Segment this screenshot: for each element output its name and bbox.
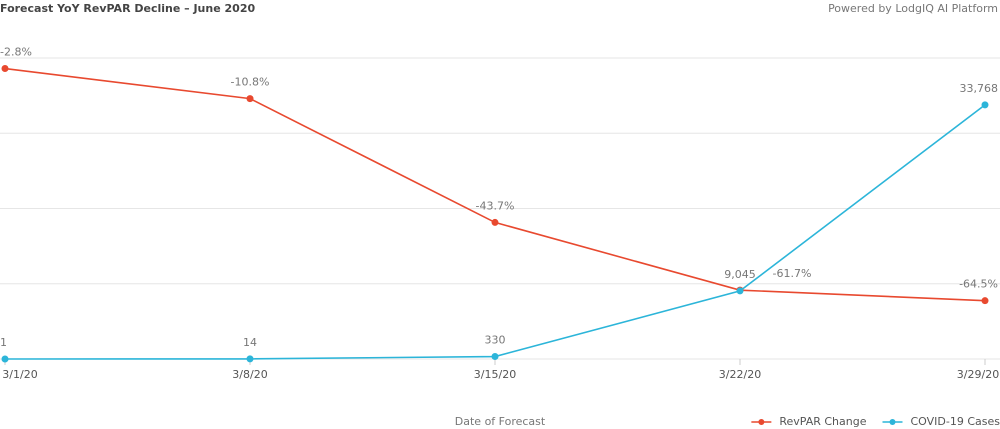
series-line (4, 67, 986, 302)
x-tick-label: 3/1/20 (2, 368, 37, 381)
data-label: -43.7% (476, 199, 515, 212)
data-label: -2.8% (0, 46, 32, 59)
data-point (981, 101, 989, 109)
data-point (1, 65, 9, 73)
data-label: 1 (0, 336, 7, 349)
chart-title: Forecast YoY RevPAR Decline – June 2020 (0, 2, 255, 15)
legend-swatch (758, 419, 765, 425)
data-label: 9,045 (724, 268, 756, 281)
data-label: 330 (485, 334, 506, 347)
data-point (736, 287, 744, 295)
x-tick-label: 3/15/20 (474, 368, 516, 381)
series-line (4, 104, 986, 360)
data-point (246, 355, 254, 363)
data-point (491, 218, 499, 226)
data-label: 14 (243, 336, 257, 349)
data-label: -64.5% (959, 278, 998, 291)
chart-subtitle: Powered by LodgIQ AI Platform (828, 2, 998, 15)
legend-swatch (889, 419, 896, 425)
data-label: -61.7% (773, 267, 812, 280)
x-tick-label: 3/29/20 (957, 368, 999, 381)
legend-label: COVID-19 Cases (911, 415, 1000, 428)
data-point (246, 95, 254, 103)
x-axis-label: Date of Forecast (455, 415, 546, 428)
data-point (1, 355, 9, 363)
x-tick-label: 3/22/20 (719, 368, 761, 381)
data-label: -10.8% (231, 76, 270, 89)
x-tick-label: 3/8/20 (232, 368, 267, 381)
data-point (491, 353, 499, 361)
legend-label: RevPAR Change (779, 415, 866, 428)
data-point (981, 297, 989, 305)
data-label: 33,768 (960, 82, 999, 95)
